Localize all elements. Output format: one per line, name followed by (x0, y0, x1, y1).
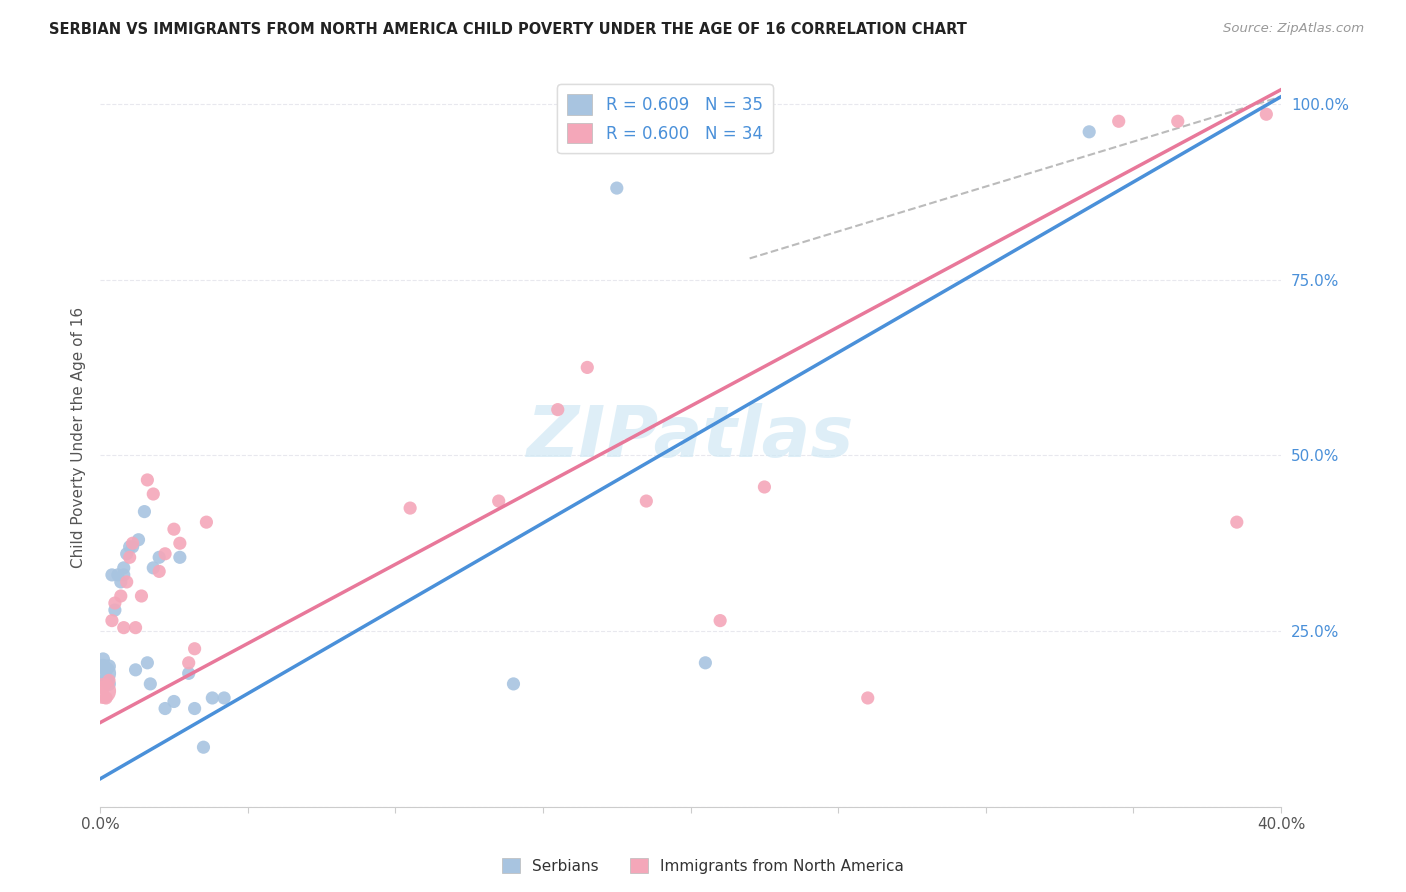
Point (110, 574, 132, 589)
Point (142, 561, 165, 575)
Point (131, 589, 153, 603)
Point (177, 666, 200, 681)
Point (91, 652, 114, 666)
Point (121, 540, 143, 554)
Point (91, 659, 114, 673)
Point (183, 641, 205, 656)
Point (98, 677, 121, 691)
Text: Source: ZipAtlas.com: Source: ZipAtlas.com (1223, 22, 1364, 36)
Point (547, 402, 569, 417)
Point (576, 360, 599, 375)
Point (107, 568, 129, 582)
Point (1108, 114, 1130, 128)
Point (91, 681, 114, 695)
Point (153, 547, 176, 561)
Point (212, 690, 235, 705)
Point (1226, 515, 1249, 529)
Point (856, 690, 879, 705)
Point (754, 480, 776, 494)
Point (124, 621, 146, 635)
Point (695, 656, 717, 670)
Point (94, 673, 117, 688)
Point (112, 568, 135, 582)
Point (148, 565, 170, 579)
Point (169, 550, 191, 565)
Point (488, 494, 510, 508)
Point (201, 690, 224, 705)
Point (169, 536, 191, 550)
Point (128, 533, 150, 547)
Point (183, 701, 205, 715)
Point (115, 547, 138, 561)
Point (115, 574, 138, 589)
Point (142, 487, 165, 501)
Point (94, 663, 117, 677)
Point (91, 666, 114, 681)
Point (91, 684, 114, 698)
Point (139, 677, 162, 691)
Point (709, 614, 731, 628)
Point (98, 659, 121, 673)
Point (195, 515, 218, 529)
Point (153, 701, 176, 715)
Point (101, 614, 124, 628)
Point (136, 473, 159, 487)
Point (101, 568, 124, 582)
Point (148, 550, 170, 565)
Y-axis label: Child Poverty Under the Age of 16: Child Poverty Under the Age of 16 (72, 307, 86, 568)
Point (112, 621, 135, 635)
Point (110, 589, 132, 603)
Point (1078, 125, 1101, 139)
Point (136, 656, 159, 670)
Text: ZIPatlas: ZIPatlas (527, 403, 855, 472)
Point (502, 677, 524, 691)
Point (134, 505, 156, 519)
Point (177, 656, 200, 670)
Point (98, 673, 121, 688)
Point (104, 603, 127, 617)
Point (606, 181, 628, 195)
Point (163, 522, 186, 536)
Point (636, 494, 658, 508)
Point (112, 561, 135, 575)
Point (118, 540, 141, 554)
Point (399, 501, 422, 516)
Point (121, 536, 143, 550)
Text: SERBIAN VS IMMIGRANTS FROM NORTH AMERICA CHILD POVERTY UNDER THE AGE OF 16 CORRE: SERBIAN VS IMMIGRANTS FROM NORTH AMERICA… (49, 22, 967, 37)
Point (94, 690, 117, 705)
Point (118, 550, 141, 565)
Legend: Serbians, Immigrants from North America: Serbians, Immigrants from North America (496, 852, 910, 880)
Point (1167, 114, 1189, 128)
Point (124, 663, 146, 677)
Point (104, 596, 127, 610)
Point (193, 740, 215, 755)
Point (163, 694, 186, 708)
Legend: R = 0.609   N = 35, R = 0.600   N = 34: R = 0.609 N = 35, R = 0.600 N = 34 (557, 84, 772, 153)
Point (1256, 107, 1278, 121)
